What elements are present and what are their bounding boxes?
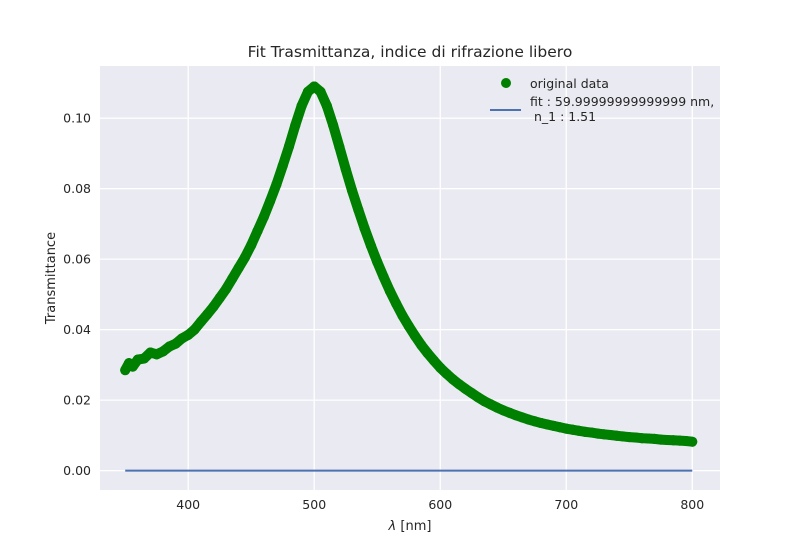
data-point [397, 310, 408, 321]
data-point [378, 271, 389, 282]
data-point [315, 86, 326, 97]
data-point [277, 160, 288, 171]
data-point [340, 164, 351, 175]
x-tick-label: 600 [428, 497, 452, 512]
data-point [284, 141, 295, 152]
legend-marker-original-data [501, 78, 511, 88]
data-point [353, 204, 364, 215]
data-point [372, 256, 383, 267]
data-point [428, 355, 439, 366]
plot-area [100, 66, 720, 490]
x-tick-label: 400 [176, 497, 200, 512]
data-point [359, 223, 370, 234]
x-tick-label: 700 [554, 497, 578, 512]
data-point [195, 316, 206, 327]
data-point [410, 330, 421, 341]
x-axis-ticks: 400 500 600 700 800 [176, 497, 704, 512]
data-point [271, 179, 282, 190]
data-point [391, 298, 402, 309]
data-point [435, 362, 446, 373]
y-tick-label: 0.04 [63, 322, 91, 337]
y-axis-label: Transmittance [44, 232, 59, 325]
y-tick-label: 0.06 [63, 252, 91, 267]
data-point [384, 285, 395, 296]
data-point [258, 211, 269, 222]
y-tick-label: 0.10 [63, 111, 91, 126]
data-point [265, 195, 276, 206]
data-point [139, 353, 150, 364]
data-point [334, 142, 345, 153]
y-axis-ticks: 0.00 0.02 0.04 0.06 0.08 0.10 [63, 111, 91, 478]
data-point [246, 240, 257, 251]
data-point [252, 225, 263, 236]
y-tick-label: 0.00 [63, 463, 91, 478]
grid-lines [100, 66, 720, 490]
x-axis-label-symbol: λ [388, 519, 397, 534]
data-point [239, 252, 250, 263]
y-tick-label: 0.02 [63, 393, 91, 408]
data-point [347, 185, 358, 196]
data-point [687, 436, 698, 447]
original-data-series [120, 81, 698, 447]
legend-label-fit-line-1: fit : 59.99999999999999 nm, [530, 94, 714, 109]
x-axis-label: λ [nm] [388, 519, 432, 534]
data-point [403, 321, 414, 332]
chart-title: Fit Trasmittanza, indice di rifrazione l… [248, 43, 573, 61]
data-point [221, 284, 232, 295]
y-tick-label: 0.08 [63, 181, 91, 196]
x-axis-label-unit: [nm] [396, 519, 431, 534]
x-tick-label: 500 [302, 497, 326, 512]
data-point [127, 361, 138, 372]
x-tick-label: 800 [680, 497, 704, 512]
legend: original data fit : 59.99999999999999 nm… [490, 76, 714, 124]
data-point [214, 292, 225, 303]
data-point [296, 100, 307, 111]
data-point [233, 262, 244, 273]
data-point [416, 340, 427, 351]
data-point [189, 324, 200, 335]
legend-label-fit-line-2: n_1 : 1.51 [530, 109, 596, 124]
legend-label-original-data: original data [530, 76, 609, 91]
data-point [365, 240, 376, 251]
data-point [227, 273, 238, 284]
data-point [321, 100, 332, 111]
data-point [328, 120, 339, 131]
data-point [208, 301, 219, 312]
data-point [422, 348, 433, 359]
data-point [202, 309, 213, 320]
data-point [290, 120, 301, 131]
